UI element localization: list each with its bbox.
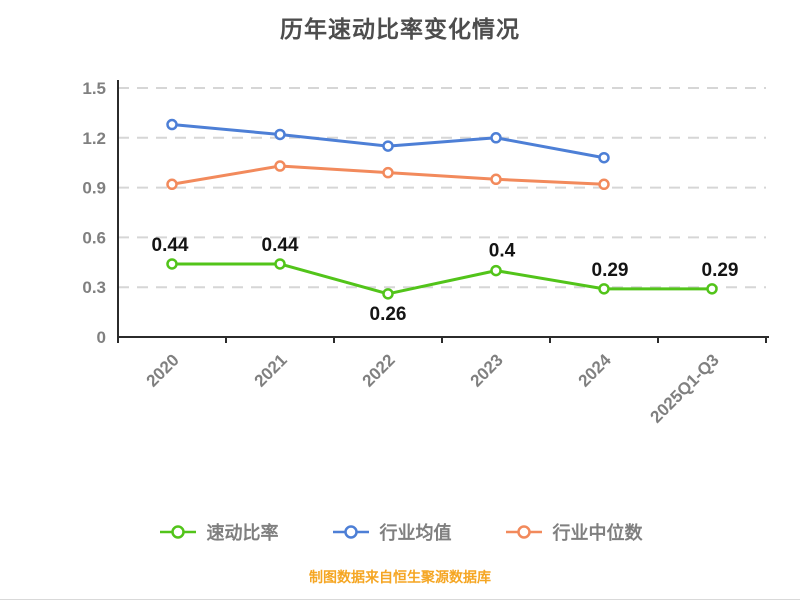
svg-text:2022: 2022: [359, 350, 399, 390]
svg-text:2024: 2024: [575, 350, 616, 391]
svg-text:2021: 2021: [251, 350, 291, 390]
line-circle-marker-icon: [159, 525, 196, 539]
svg-text:2023: 2023: [467, 350, 507, 390]
legend-label-industry-median: 行业中位数: [552, 523, 643, 543]
svg-text:0.9: 0.9: [82, 179, 106, 198]
legend-item-quick-ratio[interactable]: 速动比率: [158, 519, 279, 545]
svg-text:0.4: 0.4: [489, 241, 516, 262]
svg-text:0.3: 0.3: [82, 278, 106, 297]
svg-text:0.44: 0.44: [152, 235, 189, 256]
svg-text:2020: 2020: [143, 350, 183, 390]
svg-text:1.5: 1.5: [82, 79, 106, 98]
line-circle-marker-icon: [505, 525, 542, 539]
svg-text:0.29: 0.29: [592, 260, 629, 281]
svg-text:0.26: 0.26: [370, 304, 407, 325]
line-circle-marker-icon: [332, 525, 369, 539]
legend-item-industry-median[interactable]: 行业中位数: [504, 519, 643, 545]
svg-text:2025Q1-Q3: 2025Q1-Q3: [647, 350, 723, 426]
svg-text:0.6: 0.6: [82, 228, 106, 247]
svg-text:0.44: 0.44: [262, 235, 299, 256]
legend-label-industry-average: 行业均值: [379, 523, 452, 543]
legend-label-quick-ratio: 速动比率: [206, 523, 279, 543]
legend-item-industry-average[interactable]: 行业均值: [331, 519, 452, 545]
svg-text:0: 0: [97, 328, 106, 347]
svg-text:0.29: 0.29: [702, 260, 739, 281]
legend: 速动比率 行业均值 行业中位数: [0, 519, 800, 545]
data-source-note: 制图数据来自恒生聚源数据库: [309, 569, 491, 585]
chart-title: 历年速动比率变化情况: [280, 16, 520, 42]
svg-text:1.2: 1.2: [82, 129, 106, 148]
